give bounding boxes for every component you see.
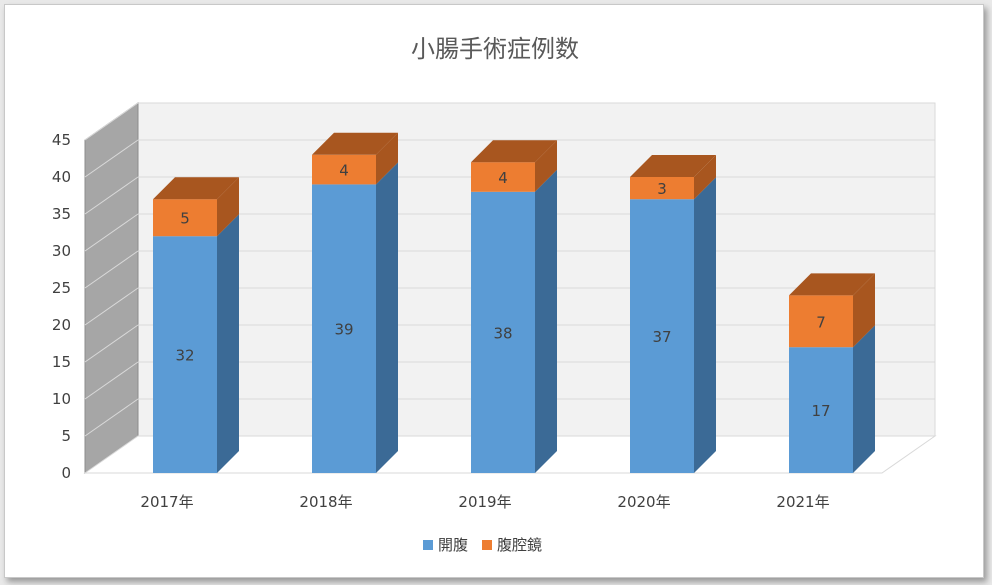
bar [153, 236, 217, 473]
x-tick-label: 2019年 [458, 493, 511, 511]
gridline-side [84, 102, 139, 141]
data-label: 17 [811, 402, 830, 420]
legend-label: 腹腔鏡 [497, 536, 542, 554]
bar [471, 191, 535, 474]
bar [471, 162, 535, 192]
chart-title: 小腸手術症例数 [411, 35, 579, 63]
y-tick-label: 45 [52, 131, 71, 149]
bar-side [535, 140, 557, 192]
data-label: 5 [180, 210, 190, 228]
y-tick-label: 40 [52, 168, 71, 186]
x-tick-label: 2017年 [140, 493, 193, 511]
bar [630, 177, 694, 200]
gridline-side [84, 287, 139, 326]
bar-side [853, 325, 875, 473]
data-label: 38 [493, 324, 512, 342]
bar-top [153, 177, 239, 200]
chart-frame: 小腸手術症例数 0 5 10 15 20 25 30 35 40 45 32 5 2017年 39 4 201… [4, 4, 984, 578]
bar-side [217, 177, 239, 237]
y-tick-label: 10 [52, 390, 71, 408]
legend-swatch [423, 540, 433, 550]
gridline-side [84, 213, 139, 252]
data-label: 7 [816, 313, 826, 331]
bar-top [312, 132, 398, 155]
bar-side [694, 155, 716, 200]
chart-svg: 小腸手術症例数 0 5 10 15 20 25 30 35 40 45 32 5 2017年 39 4 201… [52, 35, 937, 554]
bar-side [694, 177, 716, 473]
gridline-side [84, 324, 139, 363]
bar-side [217, 214, 239, 473]
bar-side [535, 169, 557, 474]
y-tick-label: 20 [52, 316, 71, 334]
gridline-side [84, 398, 139, 437]
bar [312, 184, 376, 473]
data-label: 37 [652, 328, 671, 346]
y-tick-label: 30 [52, 242, 71, 260]
bar [630, 199, 694, 473]
gridline-side [84, 361, 139, 400]
bar-side [376, 162, 398, 473]
y-tick-label: 0 [61, 464, 71, 482]
bar-side [853, 273, 875, 348]
legend-swatch [482, 540, 492, 550]
x-tick-label: 2021年 [776, 493, 829, 511]
gridline-side [84, 176, 139, 215]
y-tick-label: 35 [52, 205, 71, 223]
data-label: 39 [334, 321, 353, 339]
bar-side [376, 132, 398, 185]
plot-area: 0 5 10 15 20 25 30 35 40 45 32 5 2017年 39 4 2018年 38 4 201… [52, 102, 937, 554]
bar [312, 154, 376, 185]
legend-label: 開腹 [438, 536, 468, 554]
data-label: 4 [498, 169, 508, 187]
x-tick-label: 2020年 [617, 493, 670, 511]
bar [153, 199, 217, 237]
data-label: 3 [657, 180, 667, 198]
gridline-side [84, 250, 139, 289]
bar-top [471, 140, 557, 163]
y-tick-label: 5 [61, 427, 71, 445]
bar [789, 295, 853, 348]
gridline-side [84, 139, 139, 178]
y-tick-label: 15 [52, 353, 71, 371]
bar-top [789, 273, 875, 296]
data-label: 32 [175, 347, 194, 365]
data-label: 4 [339, 162, 349, 180]
x-tick-label: 2018年 [299, 493, 352, 511]
bar [789, 347, 853, 473]
y-tick-label: 25 [52, 279, 71, 297]
bar-top [630, 155, 716, 177]
